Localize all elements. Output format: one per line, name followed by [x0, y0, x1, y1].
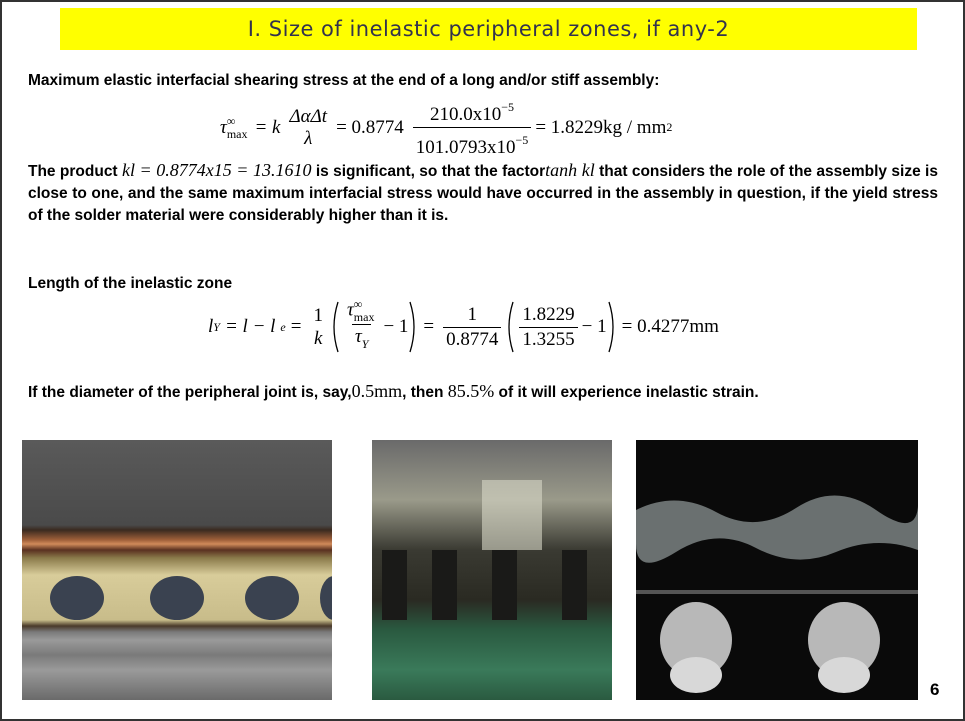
exponent: −5 — [516, 133, 529, 147]
sub: max — [354, 311, 375, 324]
fraction: τ∞max τY — [344, 298, 379, 356]
term: = l − l — [225, 316, 275, 338]
denominator: τY — [352, 324, 372, 356]
text: If the diameter of the peripheral joint … — [28, 384, 352, 401]
math: 85.5% — [448, 381, 495, 401]
page-number: 6 — [930, 680, 939, 700]
paragraph: The product kl = 0.8774x15 = 13.1610 is … — [28, 159, 938, 227]
photo-detail — [22, 440, 332, 700]
term: − 1 — [582, 316, 607, 338]
heading: Length of the inelastic zone — [28, 273, 938, 295]
result: = 1.8229kg / mm — [535, 117, 666, 139]
term: − 1 — [383, 316, 408, 338]
term: = — [423, 316, 434, 338]
math: tanh kl — [545, 160, 595, 180]
photo-detail — [372, 440, 612, 700]
numerator: ΔαΔt — [290, 106, 328, 128]
symbol: τ — [220, 117, 227, 139]
fraction: 210.0x10−5 101.0793x10−5 — [413, 95, 532, 160]
denominator: k — [314, 328, 322, 350]
math: 0.5mm — [352, 381, 403, 401]
slide-title: I. Size of inelastic peripheral zones, i… — [60, 8, 917, 50]
numerator: 210.0x10−5 — [427, 95, 517, 127]
result: = 0.4277mm — [622, 316, 719, 338]
term: = k — [254, 117, 280, 139]
sub: Y — [362, 337, 369, 351]
sub: e — [280, 320, 285, 335]
text: The product — [28, 163, 118, 180]
indices: ∞max — [227, 115, 248, 141]
paragraph: If the diameter of the peripheral joint … — [28, 380, 938, 404]
num-text: 210.0x10 — [430, 104, 501, 125]
denominator: 1.3255 — [519, 327, 577, 352]
denominator: 101.0793x10−5 — [413, 127, 532, 160]
den-text: 101.0793x10 — [416, 137, 516, 158]
paren — [607, 300, 617, 354]
symbol: τ — [355, 326, 362, 347]
exponent: 2 — [666, 120, 672, 135]
denominator: λ — [304, 128, 312, 150]
slide: I. Size of inelastic peripheral zones, i… — [0, 0, 965, 721]
term: = 0.8774 — [336, 117, 404, 139]
text: is significant, so that the factor — [316, 163, 545, 180]
indices: ∞max — [354, 298, 375, 324]
paren — [330, 300, 340, 354]
denominator: 0.8774 — [443, 327, 501, 352]
paren — [408, 300, 418, 354]
symbol: τ — [347, 299, 354, 320]
sub: Y — [213, 320, 220, 335]
photo — [636, 440, 918, 700]
sup: ∞ — [227, 115, 248, 128]
numerator: 1 — [465, 303, 481, 327]
photo-detail — [636, 440, 918, 700]
term: = — [291, 316, 302, 338]
text: of it will experience inelastic strain. — [499, 384, 759, 401]
paragraph: Maximum elastic interfacial shearing str… — [28, 70, 938, 92]
photo — [22, 440, 332, 700]
photo — [372, 440, 612, 700]
numerator: 1 — [310, 304, 326, 328]
text: , then — [402, 384, 443, 401]
paren — [505, 300, 515, 354]
numerator: τ∞max — [344, 298, 379, 324]
exponent: −5 — [501, 100, 514, 114]
numerator: 1.8229 — [519, 303, 577, 327]
sub: max — [227, 128, 248, 141]
math: kl = 0.8774x15 = 13.1610 — [122, 160, 311, 180]
